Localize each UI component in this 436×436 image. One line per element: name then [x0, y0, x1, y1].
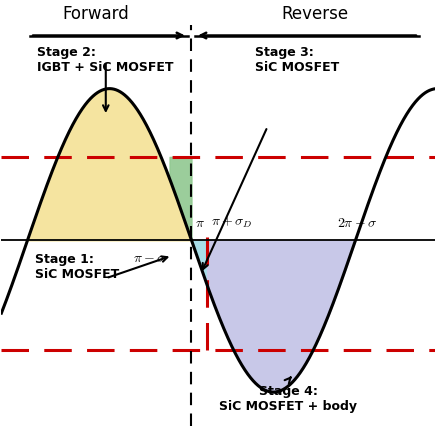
Text: Stage 2:
IGBT + SiC MOSFET: Stage 2: IGBT + SiC MOSFET: [37, 46, 174, 74]
Text: $2\pi-\sigma$: $2\pi-\sigma$: [337, 216, 378, 230]
Text: $\pi+\sigma_D$: $\pi+\sigma_D$: [211, 215, 252, 230]
Text: Stage 3:
SiC MOSFET: Stage 3: SiC MOSFET: [255, 46, 339, 74]
Text: $\pi$: $\pi$: [194, 216, 204, 230]
Text: Reverse: Reverse: [281, 5, 348, 24]
Text: Stage 4:
SiC MOSFET + body: Stage 4: SiC MOSFET + body: [219, 385, 358, 412]
Text: Forward: Forward: [62, 5, 129, 24]
Text: $\pi-\sigma$: $\pi-\sigma$: [133, 251, 167, 265]
Text: Stage 1:
SiC MOSFET: Stage 1: SiC MOSFET: [35, 252, 119, 280]
